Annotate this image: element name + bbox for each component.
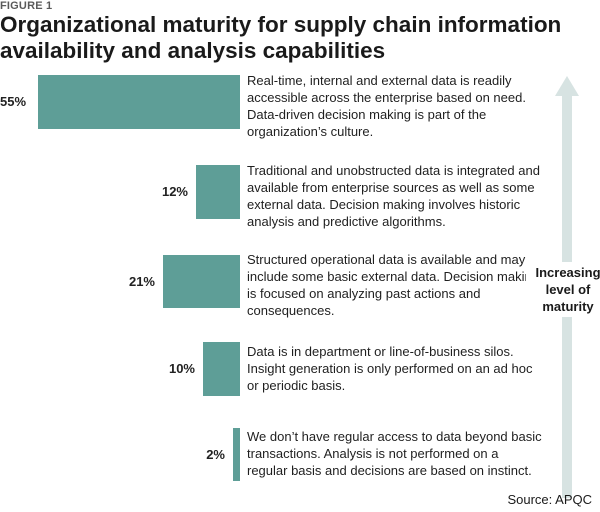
- maturity-bar: [163, 255, 240, 308]
- figure-label: FIGURE 1: [0, 0, 53, 12]
- maturity-level-description: We don’t have regular access to data bey…: [247, 429, 542, 478]
- bar-value-label: 12%: [161, 184, 188, 199]
- maturity-bar: [233, 428, 240, 481]
- bar-value-label: 2%: [206, 446, 225, 462]
- source-note: Source: APQC: [507, 492, 592, 507]
- maturity-level-description: Structured operational data is available…: [247, 252, 539, 318]
- bar-value-label: 10%: [168, 361, 195, 376]
- chart-title: Organizational maturity for supply chain…: [0, 12, 562, 63]
- maturity-level-description: Data is in department or line-of-busines…: [247, 344, 533, 393]
- maturity-bar: [196, 165, 240, 219]
- maturity-arrow-head-icon: [555, 76, 579, 96]
- arrow-label: Increasing level of maturity: [526, 262, 600, 317]
- maturity-bar: [38, 75, 240, 129]
- bar-value-label: 55%: [0, 94, 27, 109]
- maturity-bar: [203, 342, 240, 396]
- maturity-level-description: Traditional and unobstructed data is int…: [247, 163, 540, 229]
- bar-value-label: 21%: [128, 273, 155, 289]
- maturity-level-description: Real-time, internal and external data is…: [247, 73, 526, 139]
